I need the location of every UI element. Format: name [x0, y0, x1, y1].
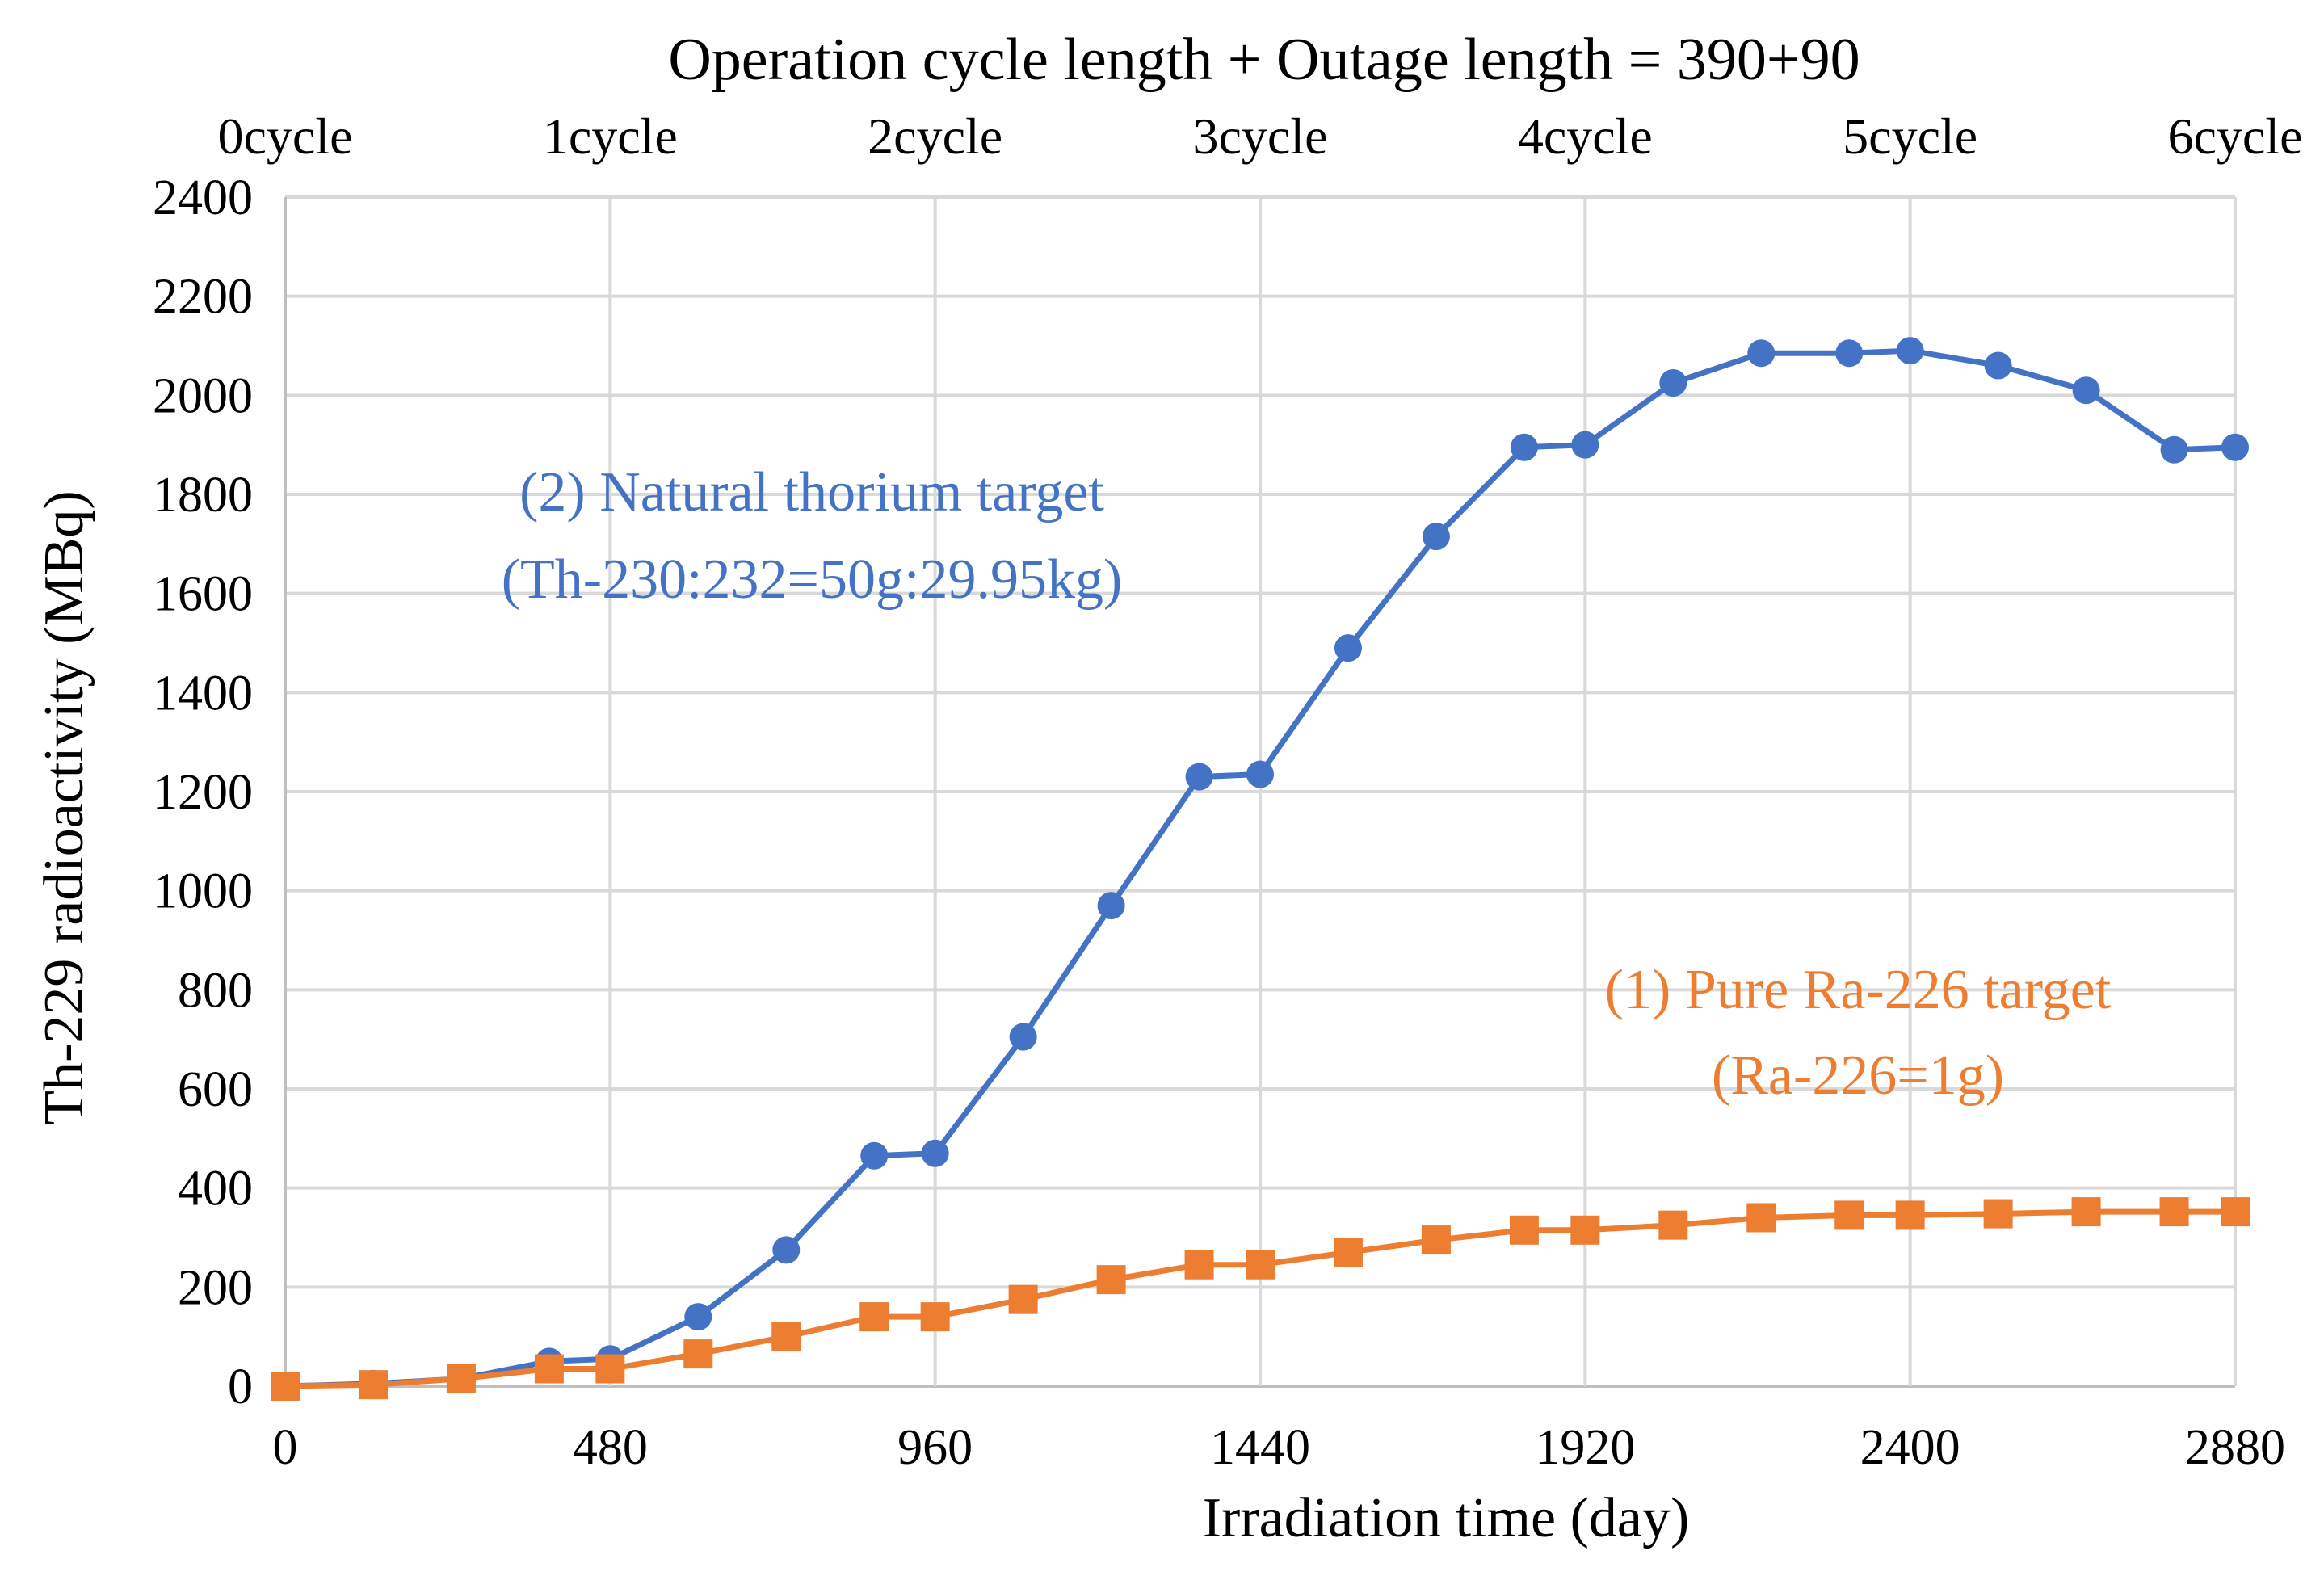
x-tick-label: 1920	[1535, 1420, 1635, 1475]
cycle-tick-labels: 0cycle 1cycle 2cycle 3cycle 4cycle 5cycle 6cyc…	[218, 107, 2303, 165]
y-tick-labels: 0 200 400 600 800 1000 1200 1400 1600 1800 2000 220…	[153, 170, 253, 1414]
y-tick-label: 1200	[153, 765, 253, 820]
x-axis-title: Irradiation time (day)	[1203, 1487, 1690, 1549]
data-point	[683, 1339, 713, 1369]
data-point	[2160, 435, 2188, 464]
gridlines	[284, 195, 2237, 1388]
data-point	[1246, 1250, 1275, 1280]
series-2	[271, 1197, 2250, 1401]
data-point	[358, 1370, 388, 1400]
data-point	[684, 1303, 712, 1331]
x-tick-label: 2400	[1860, 1420, 1960, 1475]
y-tick-label: 1600	[153, 567, 253, 622]
cycle-label: 2cycle	[868, 107, 1002, 165]
y-tick-label: 1400	[153, 666, 253, 721]
data-point	[1009, 1023, 1037, 1051]
data-point	[1984, 351, 2012, 380]
cycle-label: 6cycle	[2168, 107, 2303, 165]
series-annotations: (2) Natural thorium target (Th-230:232=50…	[502, 461, 2112, 1107]
data-point	[2071, 1197, 2101, 1227]
data-point	[1895, 1200, 1925, 1230]
data-point	[446, 1364, 476, 1393]
data-point	[1834, 1200, 1864, 1230]
data-point	[1510, 433, 1538, 461]
y-tick-label: 200	[178, 1260, 253, 1315]
data-point	[920, 1302, 950, 1332]
x-tick-label: 480	[573, 1420, 648, 1475]
data-point	[771, 1322, 801, 1351]
data-point	[1421, 1225, 1451, 1255]
data-point	[595, 1354, 625, 1384]
annotation-line: (2) Natural thorium target	[519, 461, 1104, 523]
data-point	[1896, 337, 1924, 365]
data-point	[772, 1236, 801, 1264]
series-group	[271, 337, 2250, 1401]
data-point	[1184, 1250, 1214, 1280]
data-point	[859, 1302, 889, 1332]
y-tick-label: 2200	[153, 270, 253, 325]
data-point	[1571, 431, 1599, 459]
data-point	[2221, 1197, 2250, 1227]
cycle-label: 0cycle	[218, 107, 353, 165]
cycle-label: 3cycle	[1193, 107, 1328, 165]
data-point	[2159, 1197, 2189, 1227]
annotation-line: (Th-230:232=50g:29.95kg)	[502, 548, 1123, 611]
annotation-line: (Ra-226=1g)	[1712, 1044, 2004, 1107]
data-point	[534, 1354, 564, 1384]
y-tick-label: 2400	[153, 170, 253, 225]
data-point	[860, 1141, 889, 1170]
annotation-line: (1) Pure Ra-226 target	[1605, 959, 2112, 1021]
data-point	[1185, 763, 1213, 791]
data-point	[271, 1372, 300, 1401]
data-point	[1008, 1284, 1038, 1314]
y-tick-label: 1000	[153, 864, 253, 919]
data-point	[2072, 376, 2100, 405]
x-tick-label: 1440	[1210, 1420, 1310, 1475]
chart-title: Operation cycle length + Outage length =…	[668, 27, 1860, 93]
data-point	[2221, 433, 2249, 461]
data-point	[1658, 1210, 1688, 1240]
data-point	[1422, 523, 1450, 551]
cycle-label: 5cycle	[1843, 107, 1977, 165]
data-point	[1570, 1215, 1600, 1245]
data-point	[1334, 634, 1362, 662]
data-point	[1246, 760, 1274, 788]
data-point	[1096, 1265, 1126, 1295]
data-point	[1333, 1238, 1363, 1267]
data-point	[1097, 892, 1125, 920]
y-tick-label: 800	[178, 963, 253, 1018]
y-tick-label: 400	[178, 1162, 253, 1217]
data-point	[921, 1139, 949, 1167]
data-point	[1746, 1203, 1776, 1233]
data-point	[1747, 339, 1776, 368]
y-tick-label: 2000	[153, 368, 253, 423]
data-point	[1659, 369, 1687, 397]
y-tick-label: 600	[178, 1062, 253, 1117]
cycle-label: 4cycle	[1518, 107, 1653, 165]
x-tick-label: 960	[897, 1420, 973, 1475]
y-tick-label: 1800	[153, 468, 253, 523]
x-tick-label: 2880	[2185, 1420, 2285, 1475]
data-point	[1509, 1215, 1539, 1245]
y-tick-label: 0	[228, 1360, 253, 1414]
y-axis-title: Th-229 radioactivity (MBq)	[33, 490, 95, 1124]
cycle-label: 1cycle	[543, 107, 678, 165]
data-point	[1835, 339, 1864, 368]
data-point	[1983, 1199, 2013, 1229]
x-tick-label: 0	[273, 1420, 298, 1475]
x-tick-labels: 0 480 960 1440 1920 2400 2880	[273, 1420, 2286, 1475]
